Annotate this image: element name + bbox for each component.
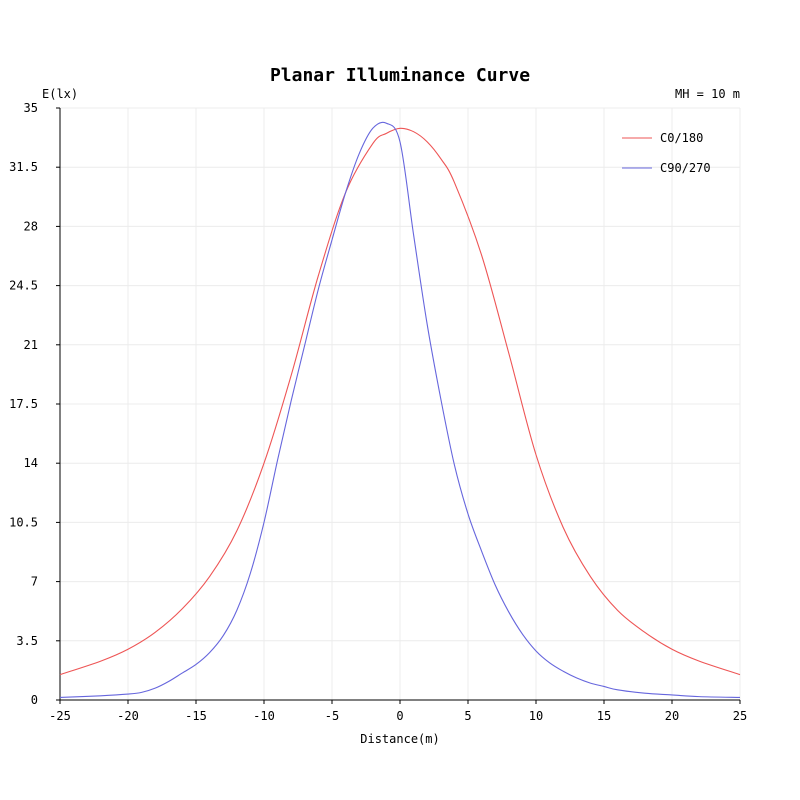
legend-label: C0/180 xyxy=(660,131,703,145)
x-tick-label: -25 xyxy=(49,709,71,723)
x-tick-label: -15 xyxy=(185,709,207,723)
x-tick-label: 20 xyxy=(665,709,679,723)
x-tick-label: 15 xyxy=(597,709,611,723)
y-tick-label: 17.5 xyxy=(9,397,38,411)
x-tick-label: 10 xyxy=(529,709,543,723)
y-tick-label: 0 xyxy=(31,693,38,707)
x-tick-label: -10 xyxy=(253,709,275,723)
legend-label: C90/270 xyxy=(660,161,711,175)
y-tick-label: 31.5 xyxy=(9,160,38,174)
series-line-c90-270 xyxy=(59,121,741,699)
y-axis-label: E(lx) xyxy=(42,87,78,101)
y-tick-label: 21 xyxy=(24,338,38,352)
axis-layer: -25 -20 -15 -10 -5 0 5 10 15 20 25 0 3.5 7 10.5 14 17.5 2… xyxy=(9,101,747,723)
series-line-c0-180 xyxy=(59,127,741,676)
y-tick-label: 3.5 xyxy=(16,634,38,648)
y-tick-label: 24.5 xyxy=(9,279,38,293)
x-tick-label: 5 xyxy=(464,709,471,723)
mounting-height-annotation: MH = 10 m xyxy=(675,87,740,101)
chart-title: Planar Illuminance Curve xyxy=(270,65,530,86)
y-tick-label: 14 xyxy=(24,456,38,470)
y-tick-label: 10.5 xyxy=(9,515,38,529)
x-axis-label: Distance(m) xyxy=(360,732,439,746)
grid-layer xyxy=(59,107,741,701)
x-tick-label: -5 xyxy=(325,709,339,723)
x-tick-label: -20 xyxy=(117,709,139,723)
y-tick-label: 35 xyxy=(24,101,38,115)
y-tick-label: 7 xyxy=(31,575,38,589)
x-tick-label: 25 xyxy=(733,709,747,723)
legend: C0/180 C90/270 xyxy=(622,131,711,175)
series-layer xyxy=(59,121,741,699)
x-tick-label: 0 xyxy=(396,709,403,723)
y-tick-label: 28 xyxy=(24,219,38,233)
